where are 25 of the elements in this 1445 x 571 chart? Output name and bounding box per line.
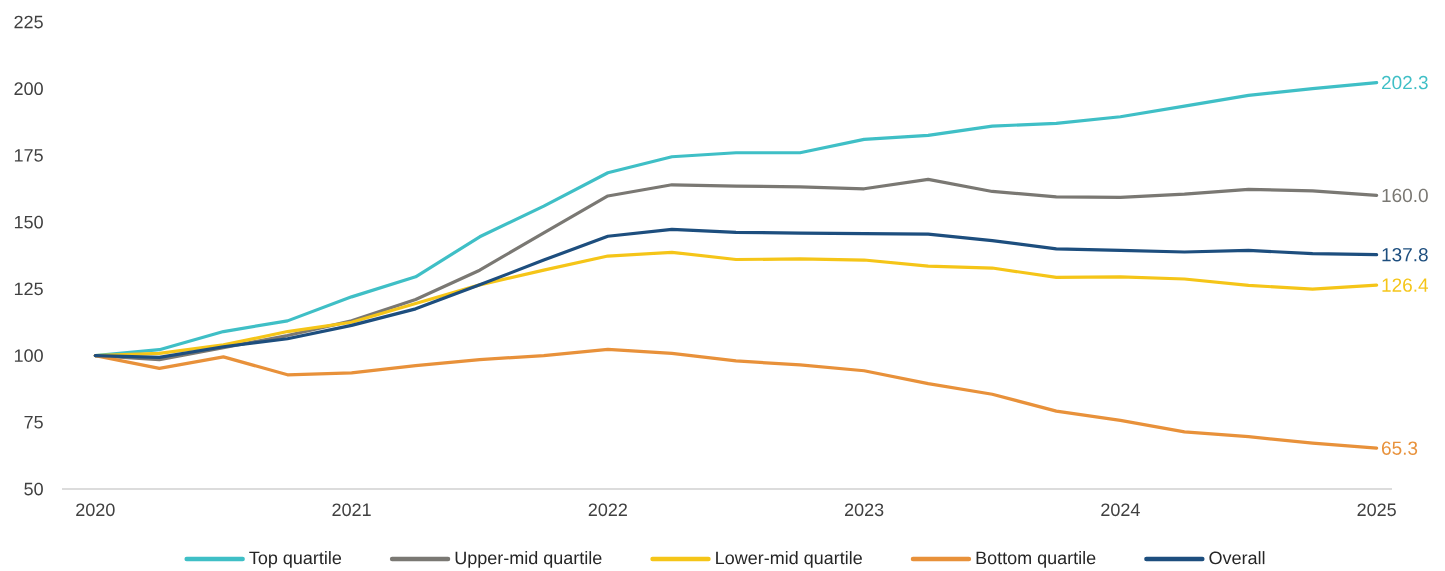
data-label: 65.3 bbox=[1382, 441, 1418, 455]
y-tick-label: 50 bbox=[24, 482, 43, 496]
legend-label: Overall bbox=[1209, 551, 1265, 565]
x-tick-label: 2022 bbox=[588, 503, 627, 517]
x-tick-label: 2021 bbox=[332, 503, 371, 517]
y-tick-label: 175 bbox=[14, 149, 43, 162]
x-tick-label: 2023 bbox=[845, 503, 884, 517]
legend-label: Bottom quartile bbox=[976, 551, 1096, 568]
legend-label: Top quartile bbox=[249, 551, 342, 568]
y-tick-label: 125 bbox=[14, 282, 43, 296]
data-label: 126.4 bbox=[1382, 278, 1429, 292]
y-tick-label: 150 bbox=[14, 215, 43, 229]
line-series bbox=[93, 227, 1379, 360]
data-label: 137.8 bbox=[1382, 247, 1428, 262]
y-tick-label: 200 bbox=[14, 82, 43, 96]
legend-label: Upper-mid quartile bbox=[455, 551, 602, 568]
x-tick-label: 2025 bbox=[1357, 503, 1396, 517]
data-label: 202.3 bbox=[1382, 75, 1428, 90]
data-label: 160.0 bbox=[1382, 188, 1428, 203]
x-tick-label: 2024 bbox=[1101, 503, 1140, 517]
y-tick-label: 225 bbox=[14, 15, 43, 29]
y-tick-label: 100 bbox=[14, 349, 43, 362]
y-tick-label: 75 bbox=[24, 416, 43, 429]
legend-label: Lower-mid quartile bbox=[716, 551, 862, 568]
x-tick-label: 2020 bbox=[76, 503, 115, 517]
